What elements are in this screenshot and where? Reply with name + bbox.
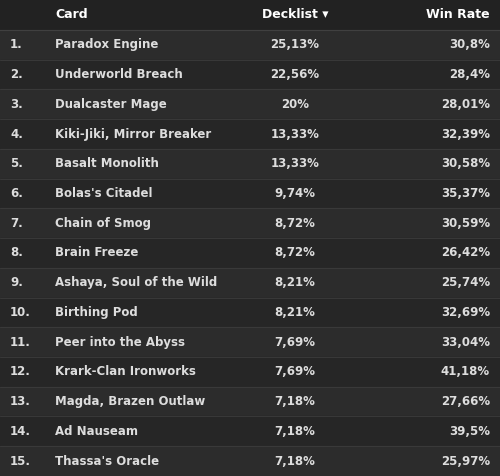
Text: 2.: 2. (10, 68, 23, 81)
Text: 14.: 14. (10, 425, 31, 438)
Text: 35,37%: 35,37% (441, 187, 490, 200)
Text: 15.: 15. (10, 455, 31, 467)
Text: Chain of Smog: Chain of Smog (55, 217, 151, 230)
Bar (0, 387, 500, 416)
Text: 41,18%: 41,18% (441, 366, 490, 378)
Text: 32,69%: 32,69% (441, 306, 490, 319)
Text: Brain Freeze: Brain Freeze (55, 247, 138, 259)
Bar (0, 268, 500, 298)
Text: Underworld Breach: Underworld Breach (55, 68, 183, 81)
Text: 7,18%: 7,18% (274, 395, 316, 408)
Text: 9.: 9. (10, 276, 23, 289)
Text: 39,5%: 39,5% (449, 425, 490, 438)
Text: 7,18%: 7,18% (274, 425, 316, 438)
Text: 33,04%: 33,04% (441, 336, 490, 348)
Text: Decklist ▾: Decklist ▾ (262, 9, 328, 21)
Text: Thassa's Oracle: Thassa's Oracle (55, 455, 159, 467)
Bar (0, 298, 500, 327)
Text: 7.: 7. (10, 217, 23, 230)
Text: 20%: 20% (281, 98, 309, 111)
Bar (0, 238, 500, 268)
Text: 4.: 4. (10, 128, 23, 140)
Text: 8,72%: 8,72% (274, 217, 316, 230)
Bar (0, 149, 500, 178)
Text: 8,72%: 8,72% (274, 247, 316, 259)
Text: 7,69%: 7,69% (274, 336, 316, 348)
Text: 1.: 1. (10, 39, 23, 51)
Text: Basalt Monolith: Basalt Monolith (55, 157, 159, 170)
Text: Paradox Engine: Paradox Engine (55, 39, 158, 51)
Bar (0, 446, 500, 476)
Bar (0, 30, 500, 60)
Text: Ashaya, Soul of the Wild: Ashaya, Soul of the Wild (55, 276, 217, 289)
Text: 28,4%: 28,4% (449, 68, 490, 81)
Text: Card: Card (55, 9, 88, 21)
Text: 30,59%: 30,59% (441, 217, 490, 230)
Text: 28,01%: 28,01% (441, 98, 490, 111)
Text: 10.: 10. (10, 306, 31, 319)
Text: 25,74%: 25,74% (441, 276, 490, 289)
Bar (0, 89, 500, 119)
Text: 13.: 13. (10, 395, 31, 408)
Text: Kiki-Jiki, Mirror Breaker: Kiki-Jiki, Mirror Breaker (55, 128, 211, 140)
Text: 25,97%: 25,97% (441, 455, 490, 467)
Text: Krark-Clan Ironworks: Krark-Clan Ironworks (55, 366, 196, 378)
Text: 13,33%: 13,33% (270, 128, 320, 140)
Text: Peer into the Abyss: Peer into the Abyss (55, 336, 185, 348)
Bar (0, 327, 500, 357)
Text: 12.: 12. (10, 366, 31, 378)
Text: 7,18%: 7,18% (274, 455, 316, 467)
Text: 27,66%: 27,66% (441, 395, 490, 408)
Bar (0, 416, 500, 446)
Text: 26,42%: 26,42% (441, 247, 490, 259)
Text: 7,69%: 7,69% (274, 366, 316, 378)
Text: Bolas's Citadel: Bolas's Citadel (55, 187, 152, 200)
Text: Ad Nauseam: Ad Nauseam (55, 425, 138, 438)
Bar (0, 357, 500, 387)
Bar (0, 119, 500, 149)
Text: 32,39%: 32,39% (441, 128, 490, 140)
Bar (0, 178, 500, 208)
Text: 13,33%: 13,33% (270, 157, 320, 170)
Bar (0, 0, 500, 30)
Text: 3.: 3. (10, 98, 23, 111)
Text: Birthing Pod: Birthing Pod (55, 306, 138, 319)
Text: 8,21%: 8,21% (274, 276, 316, 289)
Text: 6.: 6. (10, 187, 23, 200)
Text: 8,21%: 8,21% (274, 306, 316, 319)
Text: 5.: 5. (10, 157, 23, 170)
Text: Magda, Brazen Outlaw: Magda, Brazen Outlaw (55, 395, 206, 408)
Bar (0, 60, 500, 89)
Text: 30,8%: 30,8% (449, 39, 490, 51)
Text: 11.: 11. (10, 336, 31, 348)
Bar (0, 208, 500, 238)
Text: 25,13%: 25,13% (270, 39, 320, 51)
Text: 8.: 8. (10, 247, 23, 259)
Text: 30,58%: 30,58% (441, 157, 490, 170)
Text: Dualcaster Mage: Dualcaster Mage (55, 98, 167, 111)
Text: 9,74%: 9,74% (274, 187, 316, 200)
Text: 22,56%: 22,56% (270, 68, 320, 81)
Text: Win Rate: Win Rate (426, 9, 490, 21)
